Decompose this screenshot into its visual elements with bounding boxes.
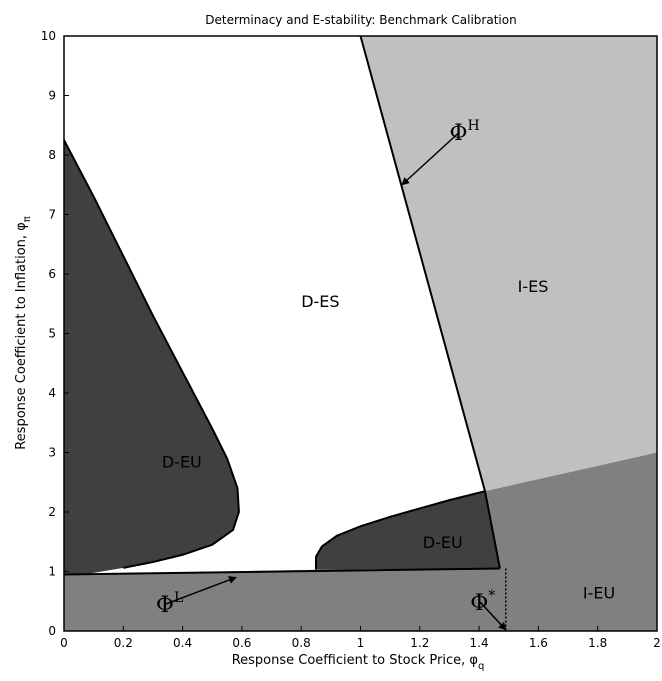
boundary-line-1: [63, 567, 500, 576]
region-label-i-eu-2: I-EU: [583, 583, 615, 602]
region-d-eu-3: [64, 140, 239, 575]
region-label-d-eu-3: D-EU: [162, 452, 202, 471]
annotation-1: ΦL: [156, 590, 183, 618]
y-tick-label-6: 6: [48, 267, 56, 281]
x-tick-label-6: 1.2: [410, 636, 429, 650]
region-label-d-eu-4: D-EU: [423, 533, 463, 552]
x-tick-label-1: 0.2: [114, 636, 133, 650]
y-tick-label-2: 2: [48, 505, 56, 519]
x-tick-label-3: 0.6: [232, 636, 251, 650]
y-tick-label-7: 7: [48, 208, 56, 222]
y-tick-label-9: 9: [48, 89, 56, 103]
region-boundary-line-1: [315, 490, 486, 570]
annotation-arrow-0: [401, 131, 460, 186]
region-label-i-es-1: I-ES: [518, 277, 549, 296]
y-axis-ticks: 0 1 2 3 4 5 6 7 8 9 10: [41, 29, 69, 638]
x-tick-label-7: 1.4: [470, 636, 489, 650]
x-tick-label-0: 0: [60, 636, 68, 650]
region-d-eu-4: [316, 491, 500, 570]
x-axis-label: Response Coefficient to Stock Price, φq: [232, 653, 485, 672]
y-axis-label: Response Coefficient to Inflation, φπ: [14, 216, 33, 450]
x-axis-ticks: 0 0.2 0.4 0.6 0.8 1 1.2 1.4 1.6 1.8 2: [60, 626, 661, 650]
x-tick-label-4: 0.8: [292, 636, 311, 650]
boundary-line-0: [359, 35, 501, 569]
chart-title: Determinacy and E-stability: Benchmark C…: [205, 13, 516, 27]
annotation-2: Φ*: [470, 588, 495, 616]
x-tick-label-8: 1.6: [529, 636, 548, 650]
region-label-d-es-0: D-ES: [301, 292, 339, 311]
y-tick-label-0: 0: [48, 624, 56, 638]
y-tick-label-8: 8: [48, 148, 56, 162]
x-tick-label-2: 0.4: [173, 636, 192, 650]
y-tick-label-3: 3: [48, 446, 56, 460]
x-tick-label-5: 1: [357, 636, 365, 650]
x-tick-label-9: 1.8: [588, 636, 607, 650]
annotation-arrow-2: [479, 601, 507, 631]
annotation-arrow-1: [165, 576, 237, 605]
y-tick-label-4: 4: [48, 386, 56, 400]
region-i-es-1: [360, 36, 657, 492]
x-tick-label-10: 2: [653, 636, 661, 650]
y-tick-label-10: 10: [41, 29, 56, 43]
region-boundary-line-0: [63, 139, 240, 569]
y-tick-label-1: 1: [48, 565, 56, 579]
y-tick-label-5: 5: [48, 327, 56, 341]
